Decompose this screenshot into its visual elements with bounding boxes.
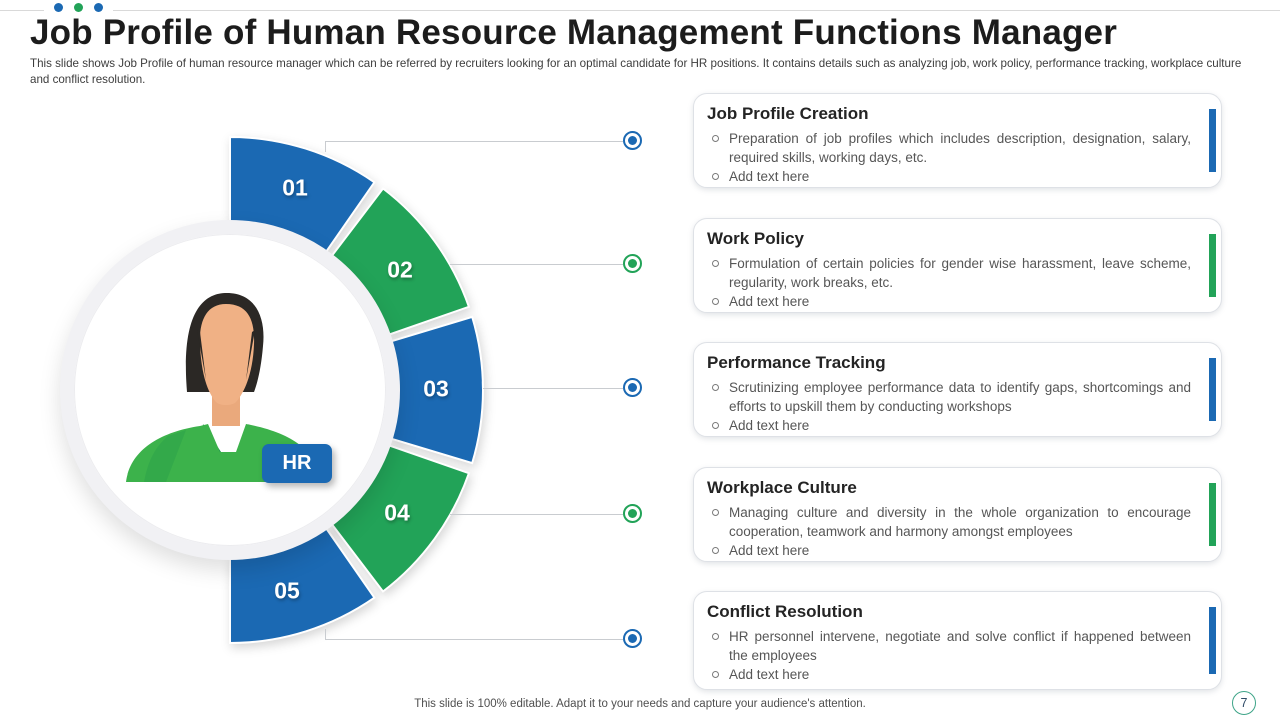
header-divider-line xyxy=(0,10,1280,11)
page-number-badge: 7 xyxy=(1232,691,1256,715)
segment-number: 02 xyxy=(387,256,413,283)
segment-number: 04 xyxy=(384,499,410,526)
editable-note: This slide is 100% editable. Adapt it to… xyxy=(414,698,866,710)
segment-number: 05 xyxy=(274,577,300,604)
function-card-workplace-culture: Workplace Culture Managing culture and d… xyxy=(693,467,1222,562)
segment-number: 03 xyxy=(423,375,449,402)
header-dots xyxy=(44,3,113,12)
card-title: Conflict Resolution xyxy=(707,602,863,621)
person-illustration-icon xyxy=(126,292,322,482)
function-card-conflict-resolution: Conflict Resolution HR personnel interve… xyxy=(693,591,1222,690)
card-accent-bar xyxy=(1209,483,1216,546)
card-bullet-placeholder[interactable]: Add text here xyxy=(707,542,1191,561)
node-core xyxy=(628,634,637,643)
connector-tick xyxy=(325,629,326,639)
node-core xyxy=(628,136,637,145)
card-title: Performance Tracking xyxy=(707,353,886,372)
dot-icon xyxy=(74,3,83,12)
card-bullet-placeholder[interactable]: Add text here xyxy=(707,168,1191,187)
card-bullet: Managing culture and diversity in the wh… xyxy=(707,504,1191,542)
card-bullet: HR personnel intervene, negotiate and so… xyxy=(707,628,1191,666)
connector-line xyxy=(325,639,623,640)
connector-node xyxy=(623,378,642,397)
connector-line xyxy=(483,388,623,389)
function-card-work-policy: Work Policy Formulation of certain polic… xyxy=(693,218,1222,313)
node-core xyxy=(628,509,637,518)
card-accent-bar xyxy=(1209,109,1216,172)
card-bullet-placeholder[interactable]: Add text here xyxy=(707,293,1191,312)
card-bullet-placeholder[interactable]: Add text here xyxy=(707,417,1191,436)
segment-number: 01 xyxy=(282,174,308,201)
card-bullet: Preparation of job profiles which includ… xyxy=(707,130,1191,168)
card-bullet-placeholder[interactable]: Add text here xyxy=(707,666,1191,685)
hr-avatar xyxy=(60,220,400,560)
dot-icon xyxy=(94,3,103,12)
connector-node xyxy=(623,504,642,523)
hr-badge: HR xyxy=(262,444,332,483)
card-title: Job Profile Creation xyxy=(707,104,869,123)
connector-line xyxy=(450,514,623,515)
connector-node xyxy=(623,131,642,150)
node-core xyxy=(628,383,637,392)
card-bullet: Scrutinizing employee performance data t… xyxy=(707,379,1191,417)
function-card-performance-tracking: Performance Tracking Scrutinizing employ… xyxy=(693,342,1222,437)
connector-line xyxy=(325,141,623,142)
card-title: Work Policy xyxy=(707,229,804,248)
slide-description: This slide shows Job Profile of human re… xyxy=(30,57,1242,87)
dot-icon xyxy=(54,3,63,12)
card-title: Workplace Culture xyxy=(707,478,857,497)
card-accent-bar xyxy=(1209,358,1216,421)
slide-title: Job Profile of Human Resource Management… xyxy=(30,13,1118,52)
card-bullet: Formulation of certain policies for gend… xyxy=(707,255,1191,293)
card-accent-bar xyxy=(1209,607,1216,674)
connector-node xyxy=(623,629,642,648)
connector-tick xyxy=(325,141,326,152)
node-core xyxy=(628,259,637,268)
connector-node xyxy=(623,254,642,273)
card-accent-bar xyxy=(1209,234,1216,297)
connector-line xyxy=(450,264,623,265)
function-card-job-profile-creation: Job Profile Creation Preparation of job … xyxy=(693,93,1222,188)
